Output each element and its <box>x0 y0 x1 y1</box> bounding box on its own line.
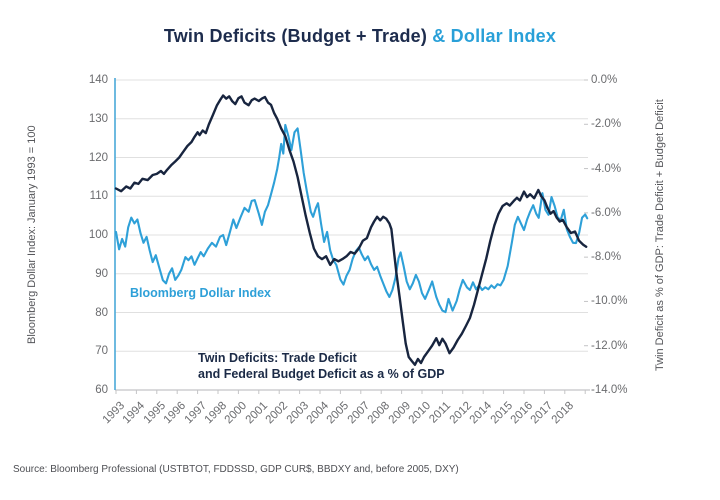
left-axis-tick-label: 90 <box>95 267 108 280</box>
right-axis-tick-label: 0.0% <box>591 74 618 86</box>
title-dollar-index: & Dollar Index <box>427 26 557 46</box>
twin-deficits-annotation: Twin Deficits: Trade Deficit and Federal… <box>198 351 445 382</box>
dollar-index-line <box>114 123 589 314</box>
chart-title: Twin Deficits (Budget + Trade) & Dollar … <box>0 26 720 47</box>
left-axis-tick-label: 120 <box>88 151 108 164</box>
title-twin-deficits: Twin Deficits (Budget + Trade) <box>163 26 428 46</box>
twin-deficits-annotation-line2: and Federal Budget Deficit as a % of GDP <box>198 366 445 381</box>
right-axis-tick-label: -4.0% <box>591 162 622 175</box>
twin-deficits-line <box>114 94 588 366</box>
left-axis-tick-label: 70 <box>95 345 108 358</box>
left-axis-tick-label: 60 <box>95 384 108 396</box>
twin-deficits-annotation-line1: Twin Deficits: Trade Deficit <box>198 351 357 365</box>
left-axis-tick-label: 140 <box>88 74 108 86</box>
right-axis-tick-label: -14.0% <box>591 384 628 396</box>
source-note: Source: Bloomberg Professional (USTBTOT,… <box>13 464 459 475</box>
left-axis-tick-label: 130 <box>88 112 108 125</box>
left-axis-tick-label: 110 <box>89 190 108 203</box>
left-axis-tick-label: 80 <box>95 306 108 319</box>
right-axis-tick-label: -8.0% <box>591 251 622 264</box>
left-axis-tick-label: 100 <box>88 229 108 241</box>
right-axis-tick-label: -12.0% <box>591 339 628 352</box>
right-axis-tick-label: -10.0% <box>591 295 628 308</box>
dollar-index-annotation: Bloomberg Dollar Index <box>130 286 271 300</box>
right-axis-tick-label: -2.0% <box>591 118 622 131</box>
right-axis-tick-label: -6.0% <box>591 206 622 219</box>
